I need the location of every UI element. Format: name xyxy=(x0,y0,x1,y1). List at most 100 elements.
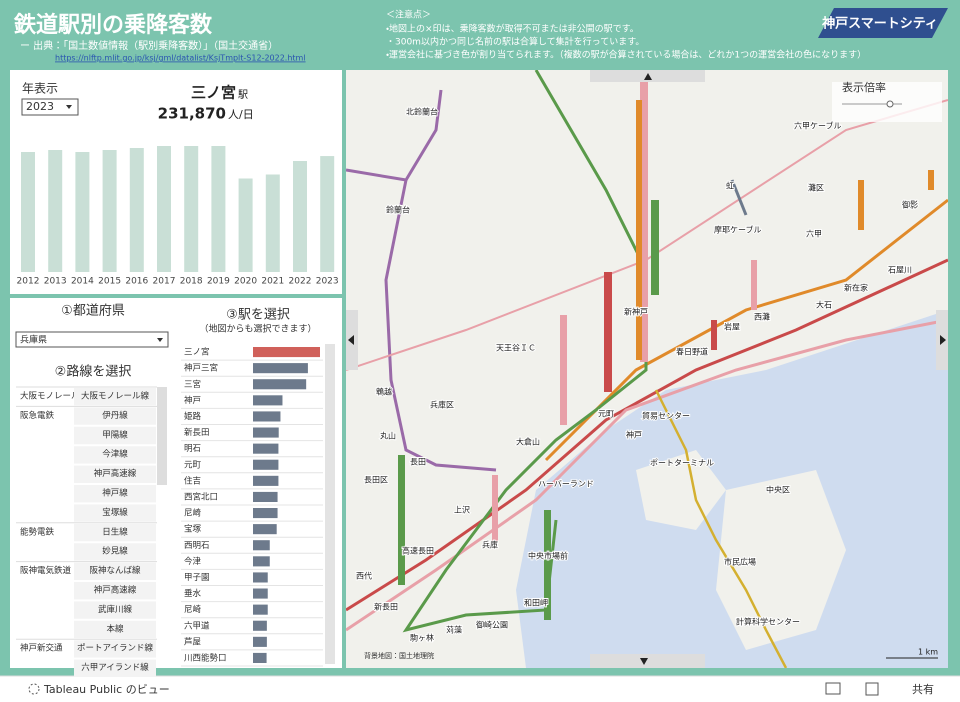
toolbar xyxy=(0,676,960,702)
map-route xyxy=(384,179,497,472)
bar xyxy=(48,150,63,272)
map-station-bar[interactable] xyxy=(858,180,864,230)
map-station-bar[interactable] xyxy=(544,510,551,620)
map-label: 西代 xyxy=(356,571,372,581)
map-label: 鵯越 xyxy=(376,387,392,397)
notes-title: ＜注意点＞ xyxy=(386,9,431,21)
map-station-bar[interactable] xyxy=(928,170,934,190)
map-island xyxy=(636,450,846,650)
x-tick-label: 2023 xyxy=(316,277,339,287)
map-station-bar[interactable] xyxy=(398,455,405,585)
line-name: 本線 xyxy=(106,623,124,634)
line-cell[interactable] xyxy=(74,620,156,639)
map-station-bar[interactable] xyxy=(604,272,612,392)
map-label: 御影 xyxy=(902,200,918,210)
map-station-bar[interactable] xyxy=(640,82,648,362)
line-title: ②路線を選択 xyxy=(55,364,132,380)
line-cell[interactable] xyxy=(74,543,156,561)
brand[interactable]: Tableau Public のビュー xyxy=(43,683,170,696)
station-bar xyxy=(253,475,279,486)
station-name: 姫路 xyxy=(184,411,202,422)
map-label: 鈴蘭台 xyxy=(386,205,410,215)
line-cell[interactable] xyxy=(74,426,156,445)
line-cell[interactable] xyxy=(74,485,156,503)
map-label: 苅藻 xyxy=(446,625,462,635)
line-cell[interactable] xyxy=(74,601,156,619)
prefecture-dropdown[interactable] xyxy=(15,331,169,348)
line-cell[interactable] xyxy=(74,504,156,522)
logo: 神戸スマートシティ xyxy=(821,16,938,32)
map-label: 神戸 xyxy=(626,430,642,440)
line-name: 日生線 xyxy=(102,526,128,537)
scrollbar[interactable] xyxy=(325,344,335,664)
logo-bg xyxy=(818,8,948,38)
map-label: 灘区 xyxy=(808,183,824,193)
year-dropdown[interactable] xyxy=(21,98,79,116)
map-label: 上沢 xyxy=(454,506,470,515)
download-icon[interactable] xyxy=(825,682,841,695)
station-bar xyxy=(253,443,279,454)
station-list-title: ③駅を選択 xyxy=(226,308,290,323)
station-name: 西宮北口 xyxy=(184,491,218,502)
line-cell[interactable] xyxy=(74,640,156,658)
map-label: 市民広場 xyxy=(724,557,756,567)
map-label: 天王谷ＩＣ xyxy=(496,344,536,353)
x-tick-label: 2018 xyxy=(180,277,203,287)
map-station-bar[interactable] xyxy=(560,315,567,425)
x-tick-label: 2012 xyxy=(17,277,40,287)
bar xyxy=(75,152,90,272)
line-cell[interactable] xyxy=(74,407,156,425)
line-cell[interactable] xyxy=(74,465,156,483)
map-station-bar[interactable] xyxy=(711,320,717,350)
map-label: 摩耶ケーブル xyxy=(714,225,762,235)
map-label: 中央市場前 xyxy=(528,551,568,561)
map-label: 虹 xyxy=(726,182,734,191)
pan-down[interactable] xyxy=(590,654,705,668)
map-label: 和田岬 xyxy=(524,599,548,608)
x-tick-label: 2013 xyxy=(44,277,67,287)
map-station-bar[interactable] xyxy=(751,260,757,310)
line-name: 妙見線 xyxy=(102,546,128,557)
line-cell[interactable] xyxy=(74,562,156,580)
map-station-bar[interactable] xyxy=(636,100,642,360)
station-name: 三宮 xyxy=(184,379,201,390)
fullscreen-icon[interactable] xyxy=(865,682,879,696)
station-suffix: 駅 xyxy=(238,89,248,101)
map-label: ポートターミナル xyxy=(650,459,714,468)
arrow xyxy=(644,73,652,80)
bar xyxy=(293,161,307,272)
map-label: 元町 xyxy=(598,410,614,419)
line-cell[interactable] xyxy=(74,446,156,464)
station-name: 新長田 xyxy=(184,428,210,438)
station-name: 元町 xyxy=(184,460,202,470)
share[interactable]: 共有 xyxy=(912,682,934,696)
source-link[interactable]: https://nlftp.mlit.go.jp/ksj/gml/datalis… xyxy=(55,54,306,63)
zoom-handle[interactable] xyxy=(886,100,894,108)
line-cell[interactable] xyxy=(74,582,156,600)
line-name: 阪神なんば線 xyxy=(89,565,141,576)
scrollbar[interactable] xyxy=(157,387,167,485)
bar xyxy=(129,148,144,272)
line-cell[interactable] xyxy=(74,659,156,677)
map-label: 御崎公園 xyxy=(476,620,508,630)
map-station-bar[interactable] xyxy=(492,475,498,545)
line-cell[interactable] xyxy=(74,388,156,406)
map-route xyxy=(730,179,748,216)
station-bar xyxy=(253,604,268,615)
map-route xyxy=(544,198,948,462)
map-label: 兵庫 xyxy=(482,540,498,550)
map-label: 西灘 xyxy=(754,312,770,322)
map-station-bar[interactable] xyxy=(651,200,659,295)
station-name: 三ノ宮 xyxy=(184,347,210,358)
station-name: 川西能勢口 xyxy=(184,652,227,663)
map-label: 六甲ケーブル xyxy=(794,121,842,131)
map-label: 春日野道 xyxy=(676,347,708,357)
map-route xyxy=(346,89,443,182)
station-bar xyxy=(253,363,308,374)
line-name: 今津線 xyxy=(102,449,128,460)
station-list-subtitle: （地図からも選択できます） xyxy=(199,323,316,335)
line-cell[interactable] xyxy=(74,523,156,542)
note: ・運営会社に基づき色が割り当てられます。（複数の駅が合算されている場合は、どれか… xyxy=(386,49,866,61)
